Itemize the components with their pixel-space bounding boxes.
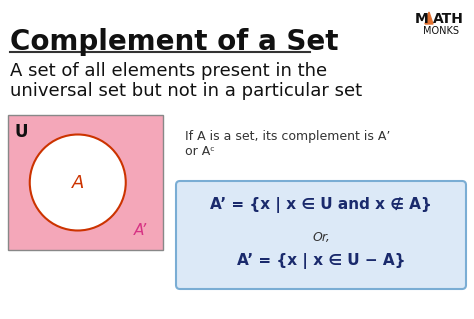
Text: MONKS: MONKS <box>423 26 459 36</box>
Text: A’ = {x | x ∈ U and x ∉ A}: A’ = {x | x ∈ U and x ∉ A} <box>210 197 432 213</box>
Text: universal set but not in a particular set: universal set but not in a particular se… <box>10 82 362 100</box>
Text: Complement of a Set: Complement of a Set <box>10 28 338 56</box>
FancyBboxPatch shape <box>176 181 466 289</box>
Text: A set of all elements present in the: A set of all elements present in the <box>10 62 327 80</box>
Text: M: M <box>415 12 429 26</box>
FancyBboxPatch shape <box>8 115 163 250</box>
Text: U: U <box>14 123 27 141</box>
Polygon shape <box>425 12 433 24</box>
Text: A’: A’ <box>134 223 147 238</box>
Circle shape <box>30 135 126 231</box>
Text: ATH: ATH <box>433 12 464 26</box>
Text: A: A <box>72 174 84 191</box>
Text: A’ = {x | x ∈ U − A}: A’ = {x | x ∈ U − A} <box>237 253 405 269</box>
Text: If A is a set, its complement is A’
or Aᶜ: If A is a set, its complement is A’ or A… <box>185 130 391 158</box>
Text: Or,: Or, <box>312 231 330 243</box>
